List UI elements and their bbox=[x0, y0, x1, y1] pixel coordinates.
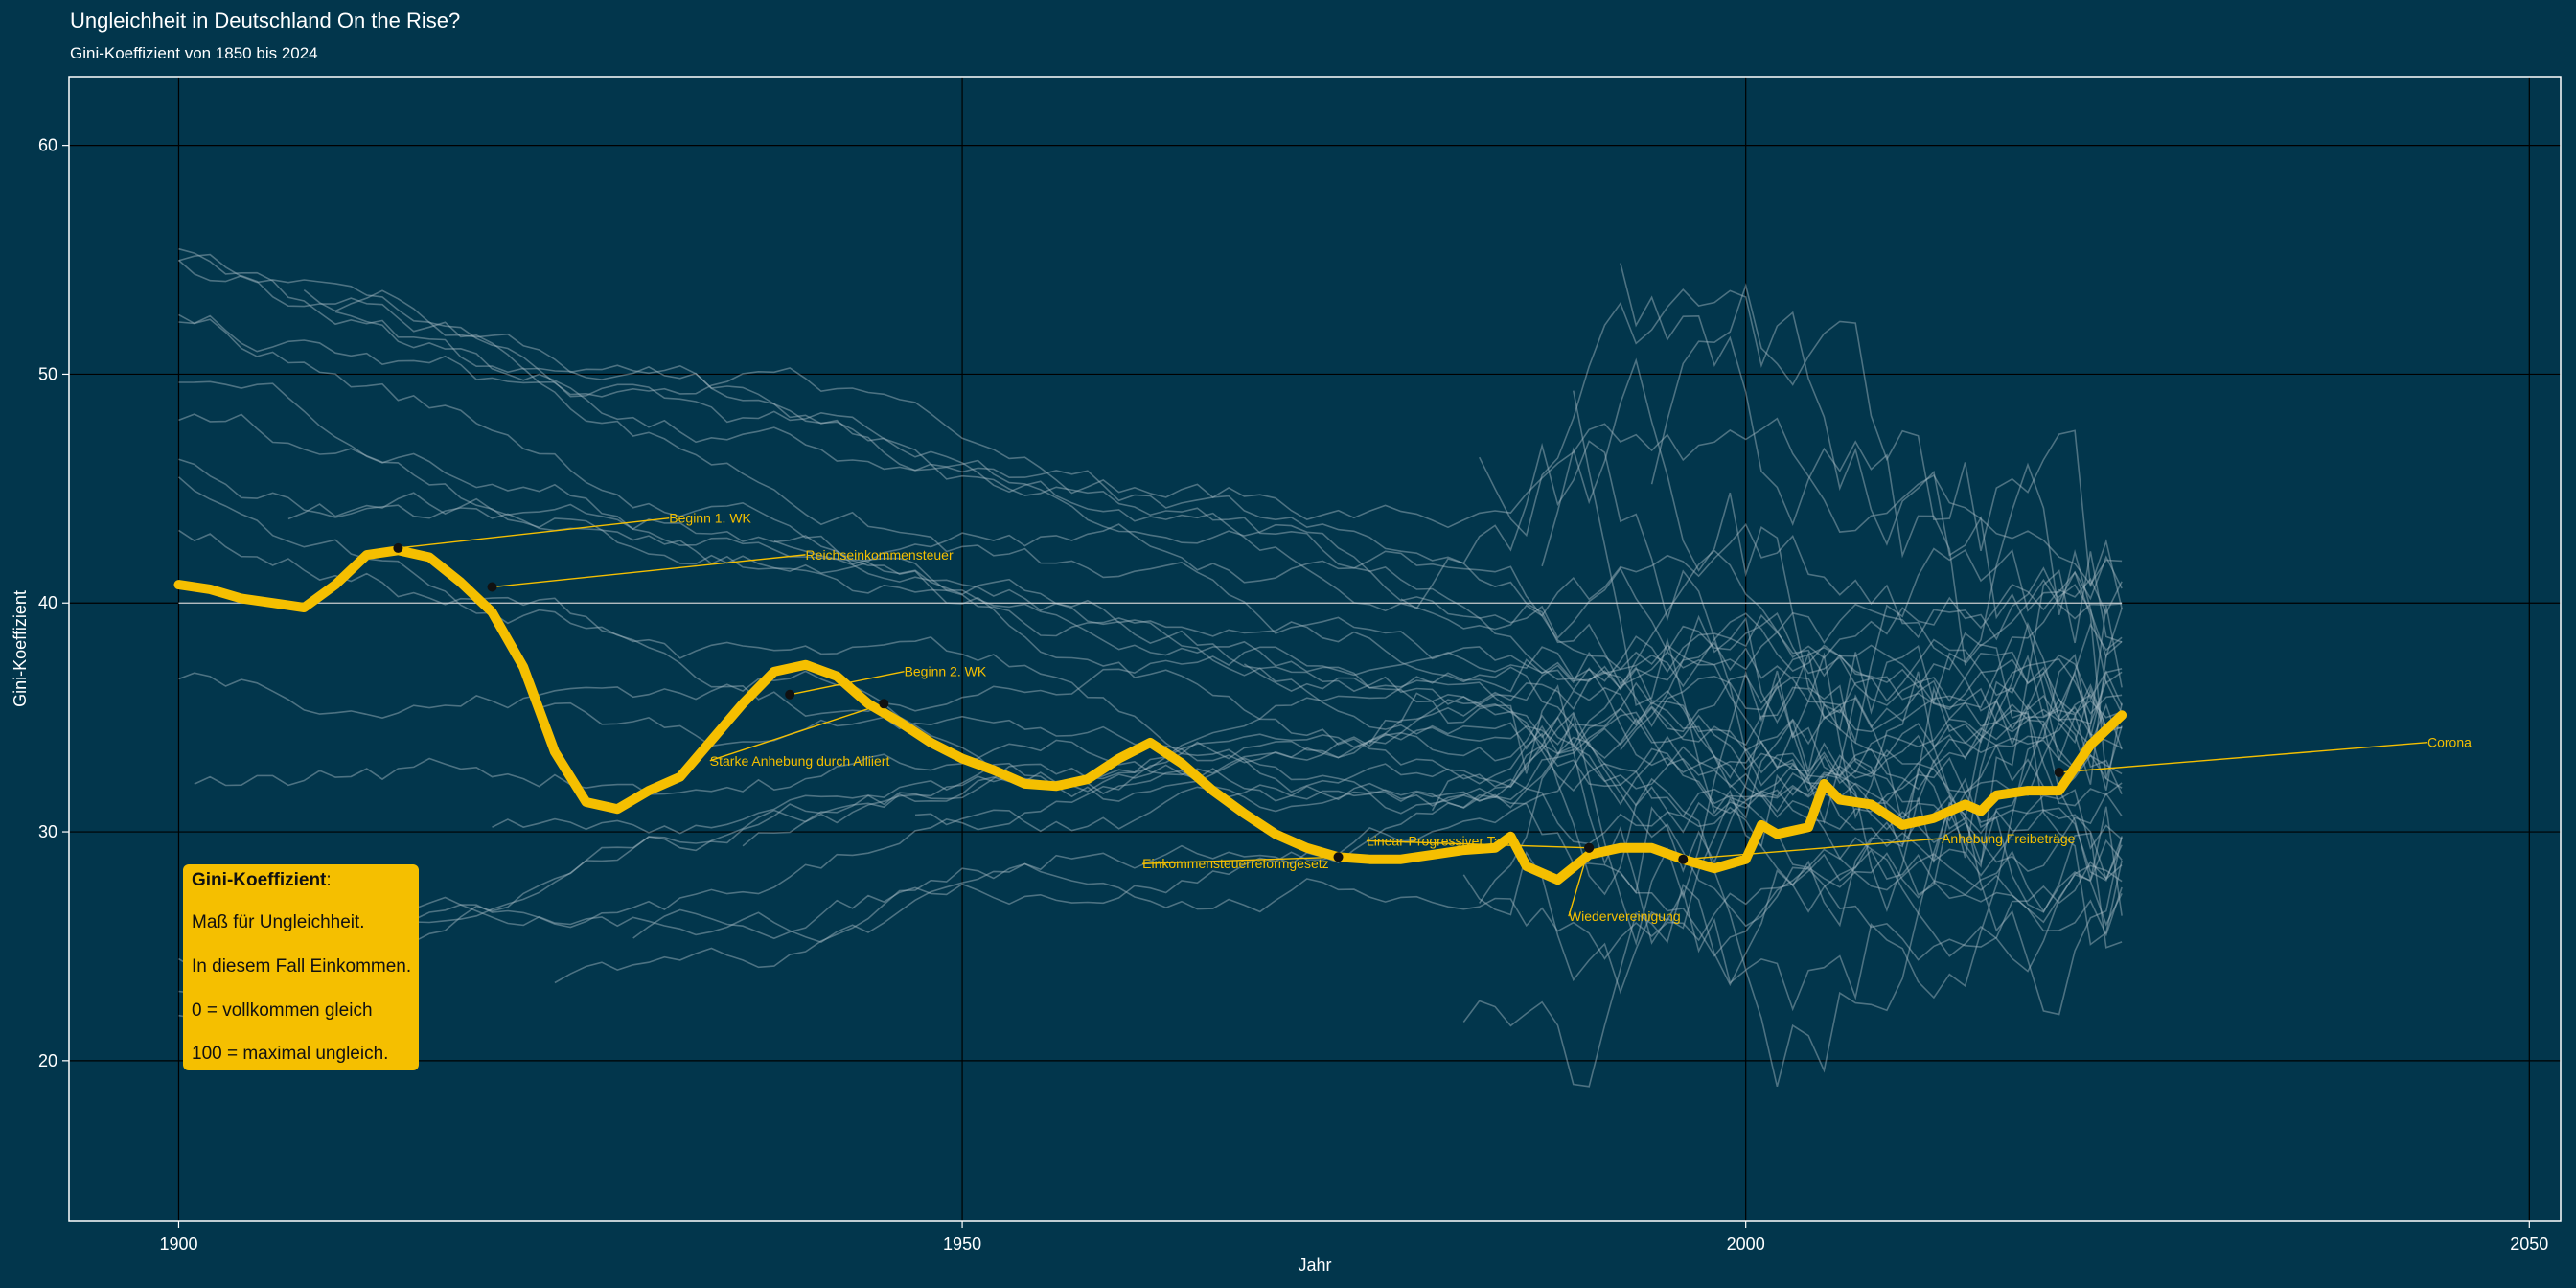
background-series-line bbox=[178, 529, 2123, 937]
annotation-connector bbox=[492, 554, 806, 588]
annotation-label: Starke Anhebung durch Alliiert bbox=[710, 753, 890, 769]
annotation-connector bbox=[2058, 741, 2428, 773]
background-series-line bbox=[1479, 652, 2123, 947]
background-series-line bbox=[194, 681, 2123, 796]
x-tick-label: 2000 bbox=[1727, 1234, 1765, 1254]
background-series-line bbox=[178, 578, 2123, 720]
background-series-line bbox=[178, 584, 2123, 995]
y-tick-label: 50 bbox=[38, 364, 58, 383]
y-tick-label: 30 bbox=[38, 822, 58, 841]
background-series-line bbox=[178, 413, 2123, 822]
background-series-line bbox=[1478, 288, 2123, 772]
info-box-line: 100 = maximal ungleich. bbox=[192, 1044, 388, 1064]
info-box-line: In diesem Fall Einkommen. bbox=[192, 956, 411, 977]
background-series-line bbox=[1650, 283, 2123, 610]
info-box-line: 0 = vollkommen gleich bbox=[192, 1000, 373, 1021]
annotation-point bbox=[785, 689, 795, 700]
chart-title: Ungleichheit in Deutschland On the Rise? bbox=[70, 9, 460, 33]
background-series-line bbox=[178, 247, 2123, 924]
x-axis-title: Jahr bbox=[1298, 1255, 1331, 1275]
background-series-line bbox=[914, 744, 2123, 877]
background-series-line bbox=[288, 492, 2123, 671]
annotation-point bbox=[1333, 852, 1344, 862]
annotation-point bbox=[1584, 842, 1595, 853]
background-series-line bbox=[1243, 651, 2123, 804]
x-tick-label: 1950 bbox=[943, 1234, 981, 1254]
background-series-line bbox=[773, 540, 2123, 927]
background-series-line bbox=[554, 658, 2123, 984]
annotation-connector bbox=[709, 702, 885, 762]
chart-subtitle: Gini-Koeffizient von 1850 bis 2024 bbox=[70, 44, 318, 62]
background-series-line bbox=[1462, 654, 2123, 1088]
background-series-line bbox=[1462, 777, 2123, 1087]
background-series-line bbox=[1541, 357, 2123, 859]
info-box-heading-colon: : bbox=[326, 870, 331, 890]
panel-border bbox=[68, 76, 2562, 1222]
highlight-series-line bbox=[173, 545, 2128, 886]
info-box-heading-line: Gini-Koeffizient: bbox=[192, 870, 332, 890]
background-series-line bbox=[1573, 390, 2123, 1016]
background-series-line bbox=[632, 638, 2123, 940]
annotation-label: Linear-Progressiver Tarif bbox=[1367, 833, 1512, 848]
annotation-connector bbox=[1683, 838, 1943, 861]
background-series-line bbox=[1620, 547, 2123, 779]
y-axis-title: Gini-Koeffizient bbox=[11, 590, 30, 707]
info-box-background bbox=[183, 864, 419, 1070]
background-series-line bbox=[1368, 462, 2123, 945]
background-series-line bbox=[492, 701, 2123, 881]
background-series-line bbox=[177, 476, 2123, 973]
annotation-label: Reichseinkommensteuer bbox=[806, 547, 954, 563]
annotation-connector bbox=[1142, 856, 1339, 864]
info-box: Gini-Koeffizient: Maß für Ungleichheit. … bbox=[183, 864, 419, 1070]
background-series-line bbox=[178, 549, 2123, 1020]
background-series-line bbox=[178, 458, 2123, 815]
annotations-group: Beginn 1. WK Reichseinkommensteuer Beginn … bbox=[393, 511, 2472, 924]
x-tick-label: 1900 bbox=[159, 1234, 197, 1254]
annotation-connector bbox=[1568, 847, 1590, 917]
annotation-point bbox=[879, 699, 889, 709]
background-series-line bbox=[303, 288, 2123, 586]
annotation-label: Wiedervereinigung bbox=[1569, 908, 1681, 924]
background-series-line bbox=[1620, 263, 2123, 946]
info-box-line: Maß für Ungleichheit. bbox=[192, 912, 365, 932]
annotation-label: Beginn 1. WK bbox=[669, 511, 751, 526]
annotation-label: Corona bbox=[2427, 735, 2472, 750]
annotation-point bbox=[393, 542, 403, 553]
annotation-label: Einkommensteuerreformgesetz bbox=[1142, 856, 1329, 871]
background-series-line bbox=[1620, 551, 2123, 896]
axis-ticks: 1900 1950 2000 2050 20 30 40 50 60 bbox=[38, 136, 2548, 1254]
annotation-point bbox=[1678, 854, 1689, 864]
background-series-line bbox=[177, 259, 2123, 750]
x-tick-label: 2050 bbox=[2510, 1234, 2548, 1254]
annotation-connector bbox=[1366, 840, 1590, 849]
background-series-line bbox=[334, 310, 2123, 789]
background-series-group bbox=[177, 247, 2123, 1088]
annotation-label: Anhebung Freibeträge bbox=[1942, 831, 2076, 846]
y-tick-label: 40 bbox=[38, 593, 58, 612]
annotation-label: Beginn 2. WK bbox=[905, 664, 987, 679]
highlight-series-group bbox=[173, 545, 2128, 886]
background-series-line bbox=[1400, 440, 2123, 827]
background-series-line bbox=[178, 313, 2123, 719]
background-series-line bbox=[178, 709, 2123, 990]
background-series-line bbox=[178, 318, 2123, 961]
annotation-point bbox=[487, 582, 497, 592]
annotation-connector bbox=[398, 517, 670, 549]
y-tick-label: 20 bbox=[38, 1051, 58, 1070]
annotation-connector bbox=[790, 670, 905, 696]
background-series-line bbox=[178, 380, 2123, 873]
info-box-heading: Gini-Koeffizient bbox=[192, 870, 327, 890]
background-series-line bbox=[178, 253, 2123, 794]
annotation-point bbox=[2054, 767, 2064, 777]
background-series-line bbox=[1431, 654, 2123, 1012]
background-series-line bbox=[742, 654, 2123, 847]
y-tick-label: 60 bbox=[38, 136, 58, 155]
background-series-line bbox=[381, 794, 2123, 960]
